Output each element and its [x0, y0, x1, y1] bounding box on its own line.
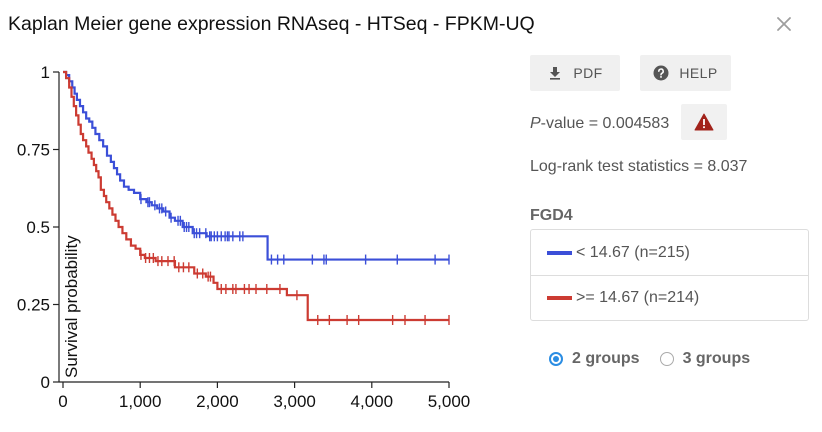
radio-2-groups[interactable]: 2 groups: [549, 350, 640, 368]
gene-name: FGD4: [530, 207, 573, 224]
legend-item-low[interactable]: < 14.67 (n=215): [531, 230, 808, 275]
group-selector: 2 groups 3 groups: [549, 350, 770, 368]
y-tick-label: 0: [41, 373, 50, 392]
help-button-label: HELP: [679, 65, 718, 81]
y-tick-label: 1: [41, 63, 50, 82]
x-tick-label: 3,000: [273, 392, 316, 411]
radio-3-groups[interactable]: 3 groups: [659, 350, 751, 368]
x-tick-label: 1,000: [119, 392, 162, 411]
pdf-button-label: PDF: [573, 65, 603, 81]
legend-item-high[interactable]: >= 14.67 (n=214): [531, 275, 808, 320]
p-value-symbol: P: [530, 115, 541, 132]
download-icon: [550, 67, 561, 80]
close-button[interactable]: [772, 12, 796, 36]
radio-3-groups-label: 3 groups: [682, 350, 751, 367]
help-button[interactable]: HELP: [640, 55, 731, 91]
warning-icon: [694, 113, 714, 131]
close-icon: [777, 17, 791, 31]
x-tick-label: 2,000: [196, 392, 239, 411]
radio-2-groups-circle[interactable]: [549, 352, 563, 366]
y-tick-label: 0.25: [17, 296, 50, 315]
survival-curve-1: [63, 70, 449, 322]
survival-chart: 0 0.25 0.5 0.75 1 0 1,000 2,000 3,000 4,000 5,000 S…: [17, 63, 470, 411]
x-tick-label: 0: [58, 392, 67, 411]
radio-3-groups-circle[interactable]: [659, 352, 674, 366]
chart-title: Kaplan Meier gene expression RNAseq - HT…: [8, 13, 535, 35]
legend-label-low: < 14.67 (n=215): [576, 243, 690, 261]
pdf-button[interactable]: PDF: [530, 55, 620, 91]
log-rank-statistic: Log-rank test statistics = 8.037: [530, 158, 748, 175]
legend-swatch-high: [547, 296, 572, 300]
radio-2-groups-label: 2 groups: [572, 350, 640, 367]
p-value-text: -value = 0.004583: [540, 115, 670, 132]
legend-label-high: >= 14.67 (n=214): [576, 289, 700, 306]
legend: < 14.67 (n=215) >= 14.67 (n=214): [530, 229, 809, 321]
p-value: P-value = 0.004583: [530, 115, 669, 133]
y-tick-label: 0.5: [26, 218, 50, 237]
x-tick-label: 4,000: [351, 392, 394, 411]
y-tick-label: 0.75: [17, 141, 50, 160]
legend-swatch-low: [547, 250, 572, 255]
y-axis-label: Survival probability: [62, 235, 81, 378]
survival-curve-0: [63, 70, 449, 261]
help-circle-icon: [653, 65, 669, 81]
warning-button[interactable]: [681, 104, 727, 140]
x-tick-label: 5,000: [428, 392, 470, 411]
